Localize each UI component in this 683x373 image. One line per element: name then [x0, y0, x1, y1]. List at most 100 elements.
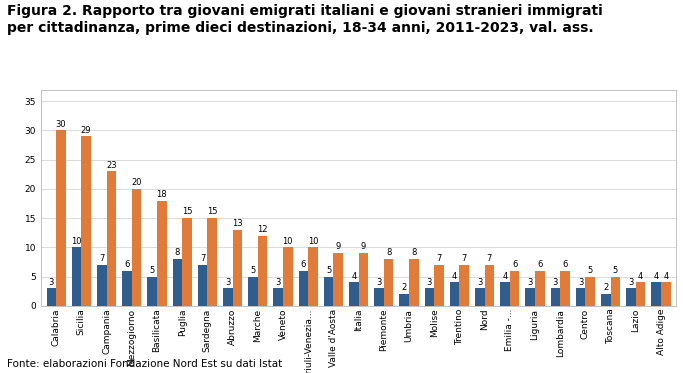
Bar: [72, 247, 81, 306]
Text: 3: 3: [477, 278, 482, 286]
Text: 7: 7: [436, 254, 442, 263]
Bar: [223, 288, 232, 306]
Bar: [434, 265, 444, 306]
Text: Figura 2. Rapporto tra giovani emigrati italiani e giovani stranieri immigrati
p: Figura 2. Rapporto tra giovani emigrati …: [7, 4, 602, 35]
Text: 2: 2: [402, 283, 407, 292]
Text: 5: 5: [587, 266, 593, 275]
Bar: [198, 265, 208, 306]
Bar: [97, 265, 107, 306]
Text: 3: 3: [628, 278, 634, 286]
Text: 3: 3: [225, 278, 230, 286]
Bar: [298, 271, 308, 306]
Bar: [273, 288, 283, 306]
Bar: [409, 259, 419, 306]
Bar: [661, 282, 671, 306]
Bar: [374, 288, 384, 306]
Bar: [576, 288, 585, 306]
Text: 10: 10: [308, 236, 318, 246]
Text: 4: 4: [452, 272, 457, 281]
Text: 5: 5: [150, 266, 155, 275]
Text: 3: 3: [527, 278, 533, 286]
Text: 20: 20: [131, 178, 142, 187]
Text: 6: 6: [562, 260, 568, 269]
Bar: [182, 218, 192, 306]
Bar: [585, 277, 595, 306]
Bar: [500, 282, 510, 306]
Text: 9: 9: [335, 242, 341, 251]
Bar: [257, 236, 267, 306]
Bar: [81, 136, 91, 306]
Text: 4: 4: [351, 272, 357, 281]
Text: 3: 3: [48, 278, 54, 286]
Bar: [56, 131, 66, 306]
Bar: [359, 253, 368, 306]
Text: Fonte: elaborazioni Fondazione Nord Est su dati Istat: Fonte: elaborazioni Fondazione Nord Est …: [7, 359, 282, 369]
Bar: [485, 265, 494, 306]
Bar: [525, 288, 535, 306]
Bar: [400, 294, 409, 306]
Text: 4: 4: [663, 272, 669, 281]
Text: 3: 3: [578, 278, 583, 286]
Text: 7: 7: [99, 254, 104, 263]
Text: 7: 7: [462, 254, 467, 263]
Bar: [349, 282, 359, 306]
Text: 18: 18: [156, 190, 167, 199]
Bar: [425, 288, 434, 306]
Text: 29: 29: [81, 126, 92, 135]
Text: 4: 4: [638, 272, 643, 281]
Text: 5: 5: [326, 266, 331, 275]
Text: 4: 4: [654, 272, 659, 281]
Bar: [232, 230, 242, 306]
Text: 7: 7: [487, 254, 492, 263]
Bar: [283, 247, 292, 306]
Text: 10: 10: [283, 236, 293, 246]
Bar: [173, 259, 182, 306]
Bar: [611, 277, 620, 306]
Text: 9: 9: [361, 242, 366, 251]
Bar: [148, 277, 157, 306]
Bar: [122, 271, 132, 306]
Bar: [157, 201, 167, 306]
Bar: [601, 294, 611, 306]
Text: 8: 8: [175, 248, 180, 257]
Text: 30: 30: [55, 120, 66, 129]
Text: 2: 2: [603, 283, 609, 292]
Bar: [248, 277, 257, 306]
Text: 23: 23: [106, 161, 117, 170]
Text: 7: 7: [200, 254, 205, 263]
Text: 15: 15: [182, 207, 192, 216]
Text: 3: 3: [427, 278, 432, 286]
Bar: [652, 282, 661, 306]
Bar: [560, 271, 570, 306]
Text: 6: 6: [124, 260, 130, 269]
Bar: [626, 288, 636, 306]
Bar: [308, 247, 318, 306]
Bar: [46, 288, 56, 306]
Bar: [450, 282, 460, 306]
Text: 3: 3: [376, 278, 382, 286]
Text: 4: 4: [503, 272, 507, 281]
Bar: [535, 271, 544, 306]
Bar: [510, 271, 519, 306]
Bar: [475, 288, 485, 306]
Text: 12: 12: [257, 225, 268, 234]
Text: 5: 5: [613, 266, 618, 275]
Bar: [324, 277, 333, 306]
Text: 3: 3: [275, 278, 281, 286]
Text: 8: 8: [386, 248, 391, 257]
Bar: [384, 259, 393, 306]
Bar: [460, 265, 469, 306]
Bar: [132, 189, 141, 306]
Text: 6: 6: [301, 260, 306, 269]
Text: 15: 15: [207, 207, 217, 216]
Text: 3: 3: [553, 278, 558, 286]
Text: 6: 6: [512, 260, 517, 269]
Bar: [208, 218, 217, 306]
Bar: [107, 171, 116, 306]
Text: 10: 10: [71, 236, 82, 246]
Text: 13: 13: [232, 219, 242, 228]
Text: 5: 5: [251, 266, 255, 275]
Bar: [550, 288, 560, 306]
Bar: [333, 253, 343, 306]
Text: 6: 6: [537, 260, 542, 269]
